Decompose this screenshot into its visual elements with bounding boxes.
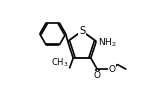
Text: CH$_3$: CH$_3$: [51, 57, 68, 69]
Text: NH$_2$: NH$_2$: [98, 36, 117, 49]
Text: O: O: [109, 65, 116, 74]
Text: O: O: [94, 71, 101, 80]
Text: S: S: [79, 26, 85, 36]
